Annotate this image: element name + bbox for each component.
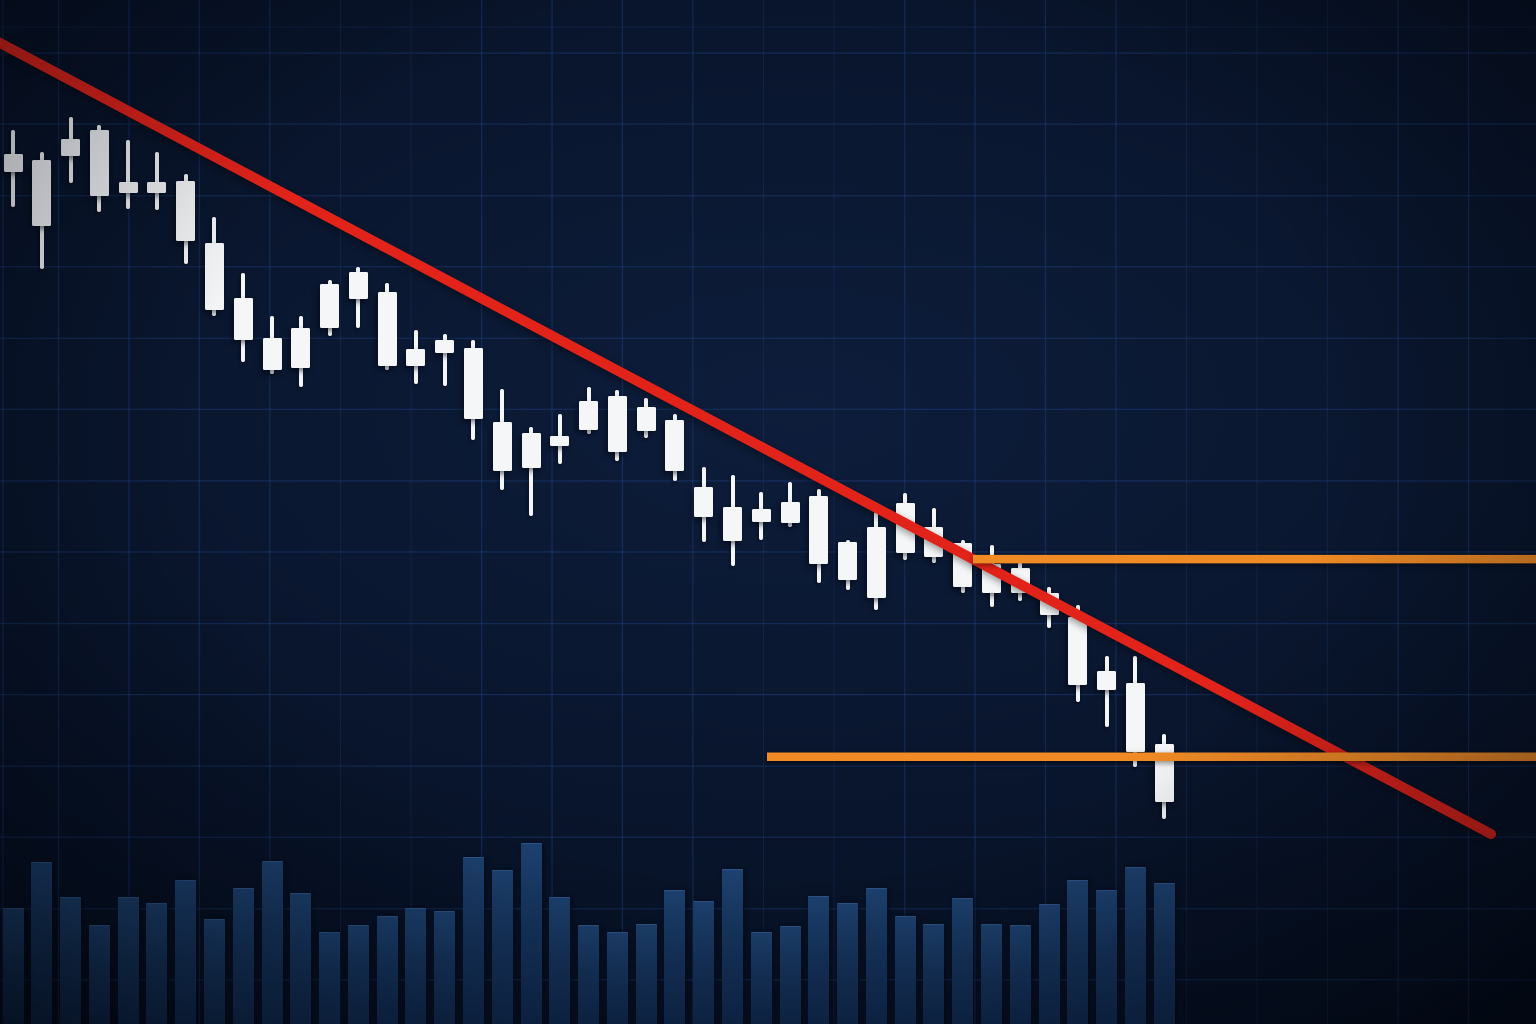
candle-body <box>723 506 742 541</box>
volume-bar <box>1009 924 1031 1024</box>
volume-bar <box>808 896 830 1024</box>
volume-bar <box>88 924 110 1024</box>
candle-body <box>61 139 81 156</box>
volume-bar <box>1153 882 1175 1024</box>
volume-bar <box>434 911 456 1024</box>
candle-body <box>1154 744 1174 802</box>
candle-body <box>463 348 483 419</box>
volume-bar <box>347 924 369 1024</box>
candle-wick <box>1104 656 1109 728</box>
volume-bar <box>606 931 628 1024</box>
volume-bar <box>60 897 82 1024</box>
volume-bar <box>31 862 53 1024</box>
candle-body <box>579 401 599 431</box>
candle-body <box>291 327 311 368</box>
volume-bar <box>664 889 686 1024</box>
volume-bar <box>981 923 1003 1024</box>
volume-bar <box>146 903 168 1024</box>
volume-bar <box>203 918 225 1024</box>
volume-bar <box>462 857 484 1024</box>
volume-bar <box>1067 879 1089 1024</box>
volume-bar <box>722 869 743 1024</box>
volume-bar <box>779 925 801 1024</box>
candle-body <box>1068 617 1088 686</box>
candle-body <box>1039 592 1059 616</box>
candle-body <box>665 419 685 472</box>
candle-body <box>694 487 714 518</box>
candle-body <box>866 527 886 598</box>
candle-body <box>1010 568 1030 593</box>
candle-body <box>348 272 368 299</box>
volume-bar <box>549 897 571 1024</box>
candle-body <box>176 181 196 241</box>
candle-body <box>320 283 340 328</box>
volume-bar <box>894 916 916 1024</box>
candle-body <box>550 436 570 447</box>
candle-body <box>1097 670 1117 691</box>
candle-body <box>607 396 627 452</box>
volume-bar <box>837 903 859 1024</box>
volume-bar <box>750 931 772 1024</box>
candle-body <box>262 337 282 370</box>
volume-bar <box>376 916 398 1024</box>
candle-body <box>233 297 253 340</box>
candle-wick <box>126 140 131 209</box>
candle-body <box>89 130 109 196</box>
volume-bar <box>117 897 139 1024</box>
candle-body <box>636 406 656 432</box>
volume-bar <box>232 887 254 1024</box>
candle-body <box>953 542 973 587</box>
volume-bar <box>1124 867 1146 1024</box>
volume-bar <box>635 923 657 1024</box>
volume-bar <box>578 924 600 1024</box>
volume-bar <box>290 892 312 1024</box>
candle-body <box>521 433 541 468</box>
volume-bar <box>2 908 24 1024</box>
volume-bar <box>319 931 341 1024</box>
candle-body <box>118 182 138 193</box>
volume-bar <box>923 923 945 1024</box>
volume-bar <box>1038 904 1060 1024</box>
volume-bar <box>491 870 513 1024</box>
candle-body <box>32 159 52 227</box>
candle-body <box>435 339 455 354</box>
candle-body <box>924 527 944 558</box>
candle-body <box>147 182 167 193</box>
candle-body <box>204 242 224 311</box>
candle-body <box>780 501 800 524</box>
candle-body <box>895 502 915 553</box>
volume-bar <box>952 898 974 1024</box>
volume-bar <box>261 861 283 1024</box>
volume-bar <box>405 908 427 1024</box>
candle-body <box>1125 683 1145 752</box>
candle-body <box>809 495 829 565</box>
candle-body <box>751 508 771 523</box>
volume-bar <box>520 842 542 1024</box>
volume-bar <box>1096 889 1118 1024</box>
candle-body <box>3 153 23 173</box>
candle-body <box>982 564 1002 593</box>
volume-bar <box>693 901 715 1024</box>
candle-body <box>377 291 397 366</box>
volume-bar <box>865 887 887 1024</box>
candle-wick <box>154 151 159 210</box>
candle-body <box>492 421 512 472</box>
candle-body <box>406 349 426 366</box>
candle-body <box>838 541 858 580</box>
volume-bar <box>175 879 197 1024</box>
